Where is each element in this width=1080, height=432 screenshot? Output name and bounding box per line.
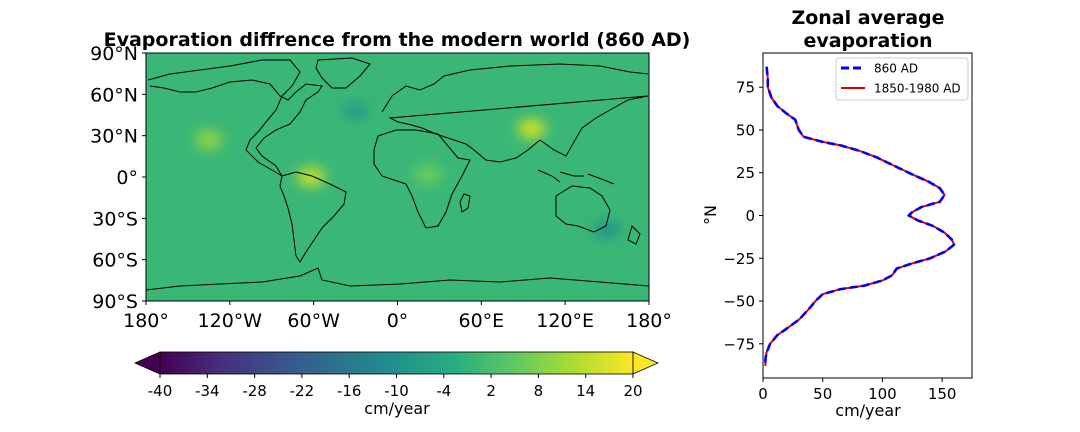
colorbar-tick-label: -4 xyxy=(436,382,451,400)
colorbar-tick-label: 20 xyxy=(623,382,642,400)
colorbar-tick-label: 2 xyxy=(486,382,496,400)
colorbar: -40 -34 -28 -22 -16 -10 -4 2 8 14 20 cm/year xyxy=(134,351,659,418)
zonal-title-line-1: Zonal average xyxy=(791,7,944,29)
map-field xyxy=(146,53,649,301)
zonal-x-label: cm/year xyxy=(835,401,901,420)
colorbar-tick-label: -22 xyxy=(290,382,315,400)
colorbar-tick-label: -40 xyxy=(148,382,173,400)
legend-label-1850-1980ad: 1850-1980 AD xyxy=(874,82,961,96)
legend-label-860ad: 860 AD xyxy=(874,62,918,76)
map-x-tick-label: 0° xyxy=(387,310,409,332)
zonal-y-tick-label: 25 xyxy=(736,164,755,182)
zonal-y-ticks: 75 50 25 0 −25 −50 −75 xyxy=(723,79,763,353)
colorbar-tick-label: -16 xyxy=(337,382,362,400)
coastline-madagascar xyxy=(459,193,471,213)
colorbar-min-extension xyxy=(134,351,161,375)
coastline-indonesia xyxy=(537,169,615,185)
zonal-y-tick-label: 50 xyxy=(736,121,755,139)
coastlines xyxy=(146,57,649,291)
anomaly-southern-ocean xyxy=(593,219,622,240)
coastline-greenland xyxy=(315,57,371,89)
map-x-tick-label: 120°E xyxy=(536,310,594,332)
coastline-antarctica xyxy=(146,267,649,291)
anomaly-tibetan-plateau xyxy=(517,118,546,139)
colorbar-tick-label: -28 xyxy=(242,382,267,400)
map-x-tick-label: 180° xyxy=(626,310,672,332)
map-y-tick-label: 90°N xyxy=(90,43,138,65)
coastline-africa xyxy=(373,129,471,229)
colorbar-tick-label: 8 xyxy=(534,382,544,400)
map-y-tick-label: 30°S xyxy=(92,208,138,230)
zonal-y-tick-label: −75 xyxy=(723,335,755,353)
zonal-y-label: °N xyxy=(701,205,720,225)
zonal-x-tick-label: 100 xyxy=(868,385,897,403)
map-y-tick-label: 0° xyxy=(116,167,138,189)
anomaly-central-africa xyxy=(414,164,443,185)
coastline-south-america xyxy=(279,171,347,263)
zonal-plot-frame xyxy=(762,52,973,379)
map-title: Evaporation diffrence from the modern wo… xyxy=(104,29,691,51)
series-line-860ad xyxy=(764,66,956,366)
map-y-tick-label: 30°N xyxy=(90,126,138,148)
zonal-y-tick-label: 0 xyxy=(745,207,755,225)
colorbar-max-extension xyxy=(632,351,659,375)
map-x-tick-label: 120°W xyxy=(198,310,263,332)
anomaly-eastern-north-pacific xyxy=(194,129,223,150)
zonal-x-tick-label: 50 xyxy=(813,385,832,403)
map-x-tick-label: 60°E xyxy=(458,310,504,332)
zonal-x-tick-label: 0 xyxy=(758,385,768,403)
coastline-new-zealand xyxy=(627,225,641,245)
zonal-y-tick-label: −50 xyxy=(723,293,755,311)
zonal-x-ticks: 0 50 100 150 xyxy=(758,378,956,403)
legend-box xyxy=(835,57,969,101)
anomaly-amazon xyxy=(296,167,325,187)
map-y-tick-label: 60°N xyxy=(90,84,138,106)
zonal-y-tick-label: −25 xyxy=(723,250,755,268)
zonal-y-tick-label: 75 xyxy=(736,79,755,97)
zonal-title-line-2: evaporation xyxy=(803,30,932,52)
anomaly-north-atlantic xyxy=(341,100,370,121)
colorbar-tick-label: 14 xyxy=(576,382,595,400)
colorbar-gradient xyxy=(159,351,634,375)
colorbar-ticks: -40 -34 -28 -22 -16 -10 -4 2 8 14 20 xyxy=(148,374,643,400)
zonal-legend: 860 AD 1850-1980 AD xyxy=(835,57,969,101)
map-x-ticks: 180° 120°W 60°W 0° 60°E 120°E 180° xyxy=(123,301,672,332)
zonal-lines xyxy=(764,66,956,366)
colorbar-label: cm/year xyxy=(364,399,430,418)
map-anomalies xyxy=(194,100,622,240)
coastline-europe-asia xyxy=(381,63,649,163)
map-x-tick-label: 60°W xyxy=(287,310,340,332)
zonal-x-tick-label: 150 xyxy=(928,385,957,403)
map-x-tick-label: 180° xyxy=(123,310,169,332)
map-y-ticks: 90°N 60°N 30°N 0° 30°S 60°S 90°S xyxy=(90,43,146,313)
zonal-panel: Zonal average evaporation 0 50 100 150 75 50… xyxy=(701,7,973,420)
map-y-tick-label: 90°S xyxy=(92,291,138,313)
map-panel: Evaporation diffrence from the modern wo… xyxy=(90,29,690,332)
colorbar-tick-label: -10 xyxy=(384,382,409,400)
map-y-tick-label: 60°S xyxy=(92,250,138,272)
coastline-north-america xyxy=(147,59,323,177)
colorbar-tick-label: -34 xyxy=(195,382,220,400)
coastline-australia xyxy=(555,185,611,233)
